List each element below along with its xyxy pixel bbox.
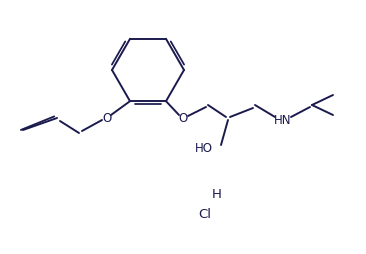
Text: Cl: Cl xyxy=(198,209,212,221)
Text: O: O xyxy=(102,112,112,124)
Text: O: O xyxy=(178,112,188,124)
Text: HN: HN xyxy=(274,114,292,126)
Text: HO: HO xyxy=(195,141,213,154)
Text: H: H xyxy=(212,188,222,201)
